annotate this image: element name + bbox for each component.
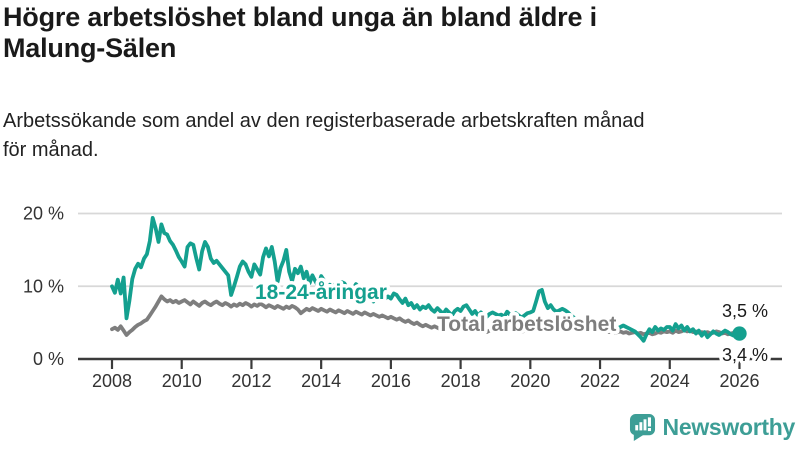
newsworthy-logo: Newsworthy [629, 413, 795, 442]
x-axis-tick-label: 2016 [371, 371, 411, 391]
series-label-youth: 18-24-åringar [255, 281, 387, 304]
x-axis-tick-label: 2022 [580, 371, 620, 391]
x-axis-tick-label: 2020 [510, 371, 550, 391]
chart-subtitle-line2: för månad. [3, 139, 99, 161]
series-line-total [110, 294, 742, 337]
series-line-youth [110, 215, 742, 343]
y-axis-tick-label: 20 % [23, 204, 64, 224]
y-axis-tick-label: 0 % [33, 349, 64, 369]
chart-subtitle: Arbetssökande som andel av den registerb… [3, 107, 645, 165]
end-value-label-total-halo: 3,4 % [722, 345, 768, 365]
series-label-total-halo: Total arbetslöshet [437, 313, 616, 336]
series-end-dot [732, 326, 747, 341]
page-title-line1: Högre arbetslöshet bland unga än bland ä… [3, 2, 597, 32]
series-label-total: Total arbetslöshet [437, 313, 616, 336]
newsworthy-wordmark: Newsworthy [662, 414, 796, 440]
end-value-label-total: 3,4 % [722, 345, 768, 365]
x-axis-tick-label: 2018 [441, 371, 481, 391]
bar-chart-speech-bubble-icon [629, 414, 655, 441]
page-title: Högre arbetslöshet bland unga än bland ä… [3, 2, 597, 64]
end-value-label-youth-halo: 3,5 % [722, 301, 768, 321]
end-value-label-youth: 3,5 % [722, 301, 768, 321]
x-axis-tick-label: 2024 [650, 371, 690, 391]
series-label-youth-halo: 18-24-åringar [255, 281, 387, 304]
x-axis-tick-label: 2014 [301, 371, 341, 391]
chart-subtitle-line1: Arbetssökande som andel av den registerb… [3, 110, 645, 132]
x-axis-tick-label: 2012 [231, 371, 271, 391]
x-axis-tick-label: 2010 [162, 371, 202, 391]
x-axis-tick-label: 2026 [719, 371, 759, 391]
x-axis-tick-label: 2008 [92, 371, 132, 391]
y-axis-tick-label: 10 % [23, 276, 64, 296]
page-title-line2: Malung-Sälen [3, 33, 177, 63]
